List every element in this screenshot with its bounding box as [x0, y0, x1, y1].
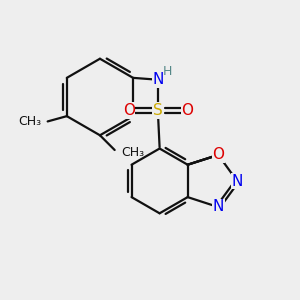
Text: S: S [153, 103, 163, 118]
Text: H: H [163, 64, 172, 78]
Text: CH₃: CH₃ [121, 146, 144, 159]
Text: CH₃: CH₃ [18, 115, 41, 128]
Text: O: O [123, 103, 135, 118]
Text: O: O [182, 103, 194, 118]
Text: O: O [212, 147, 224, 162]
Text: N: N [212, 200, 224, 214]
Text: N: N [152, 72, 164, 87]
Text: N: N [231, 173, 243, 188]
